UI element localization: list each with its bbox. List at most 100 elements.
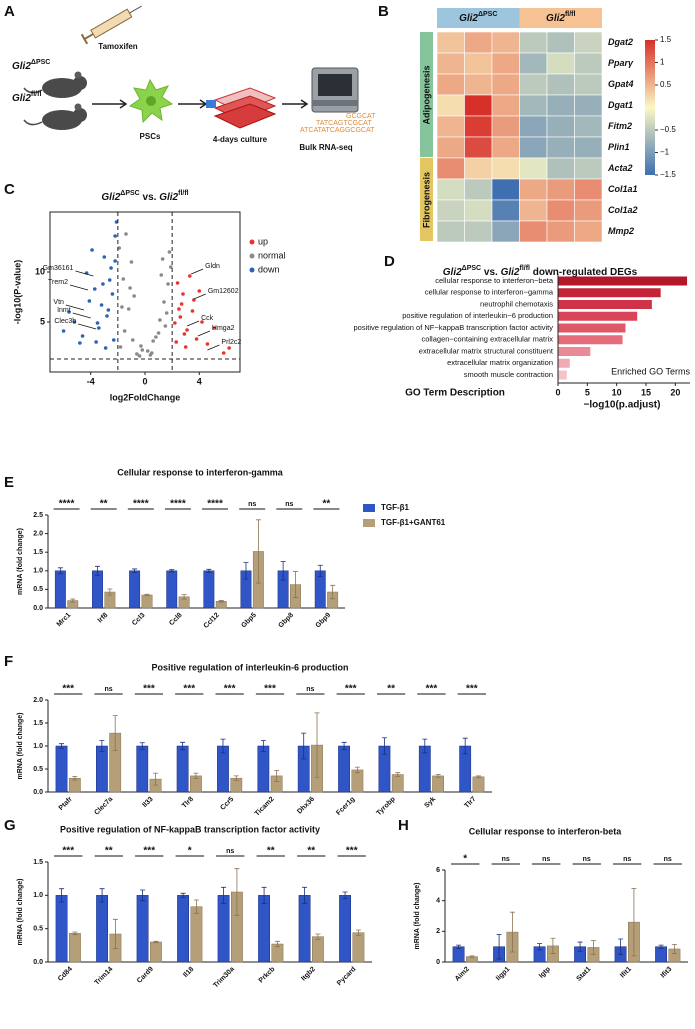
sequence-art: TATCAGTCGCAT (316, 120, 372, 127)
x-tick-label: Cd84 (57, 966, 74, 983)
heatmap-cell (574, 31, 603, 54)
x-tick-label: Ptafr (58, 796, 74, 812)
colorbar (645, 40, 655, 175)
significance-label: *** (345, 684, 357, 695)
mouse (23, 71, 87, 98)
point (92, 287, 97, 291)
point (183, 345, 188, 349)
point (162, 300, 166, 304)
significance-label: ns (623, 856, 631, 863)
significance-label: *** (62, 684, 74, 695)
x-tick-label: Tlr7 (464, 796, 478, 810)
significance-label: **** (133, 499, 149, 510)
point (94, 340, 98, 344)
error-bar (132, 568, 138, 574)
bar (136, 895, 149, 963)
annotation-leader (207, 344, 220, 351)
point (185, 328, 189, 332)
bar (558, 335, 623, 345)
error-bar (354, 766, 360, 774)
error-bar (342, 891, 348, 900)
error-bar (218, 600, 224, 603)
error-bar (341, 741, 347, 751)
x-tick-label: Ccl8 (168, 612, 183, 627)
column-group-label: Gli2ΔPSC (459, 11, 497, 23)
heatmap-cell (436, 157, 465, 180)
significance-label: ns (248, 501, 256, 508)
bar (298, 895, 311, 963)
heatmap-cell (436, 220, 465, 243)
x-tick-label: Mrc1 (56, 612, 73, 629)
point (129, 260, 134, 264)
bar (472, 776, 485, 793)
significance-label: *** (143, 846, 155, 857)
annotation-leader (65, 304, 85, 311)
annotation: Trem2 (48, 279, 68, 286)
category-label: smooth muscle contraction (464, 370, 553, 379)
y-axis-label: GO Term Description (405, 388, 505, 399)
point (87, 299, 92, 303)
annotation-leader (75, 270, 94, 277)
error-bar (355, 929, 361, 936)
row-label: Pparγ (608, 58, 634, 68)
point (159, 273, 164, 277)
x-tick-label: 0 (142, 376, 147, 386)
y-axis-label: mRNA (fold change) (17, 712, 24, 779)
point (140, 348, 145, 352)
significance-label: * (188, 846, 192, 857)
significance-label: ** (100, 499, 108, 510)
x-tick-label: Itgb2 (300, 966, 317, 983)
point (187, 274, 192, 278)
heatmap-cell (546, 157, 575, 180)
x-tick-label: Ccr5 (219, 796, 235, 812)
significance-label: *** (264, 684, 276, 695)
point (154, 335, 158, 339)
error-bar (233, 775, 239, 781)
point (139, 344, 143, 348)
point (111, 338, 116, 342)
error-bar (193, 899, 199, 914)
point (113, 259, 117, 263)
error-bar (302, 886, 308, 904)
point (106, 308, 111, 312)
point (200, 320, 204, 324)
error-bar (314, 712, 320, 778)
error-bar (153, 772, 159, 786)
heatmap-cell (491, 220, 520, 243)
point (221, 351, 226, 355)
chart-title: Gli2ΔPSC vs. Gli2fl/fl (101, 190, 188, 202)
error-bar (537, 943, 543, 951)
row-label: Col1a1 (608, 184, 638, 194)
point (179, 302, 184, 306)
point (130, 338, 135, 342)
significance-label: ** (267, 846, 275, 857)
mouse-body (42, 110, 82, 130)
heatmap-cell (436, 52, 465, 75)
significance-label: ** (307, 846, 315, 857)
error-bar (274, 769, 280, 782)
plunger (83, 33, 94, 40)
heatmap-cell (546, 220, 575, 243)
point (102, 255, 107, 259)
annotation: Inmt (57, 307, 71, 314)
row-group-bar (420, 158, 433, 241)
x-tick-label: Prkcb (258, 966, 277, 985)
y-tick-label: 4 (436, 898, 440, 905)
x-tick-label: Stat1 (575, 966, 592, 983)
x-tick-label: Ccl3 (131, 612, 146, 627)
point (61, 329, 66, 333)
heatmap-cell (574, 199, 603, 222)
heatmap-cell (519, 115, 548, 138)
annotation: Cck (201, 315, 214, 322)
sequence-art: ATCATATCAGGCGCAT (300, 127, 375, 134)
chart-title: Cellular response to interferon-gamma (117, 467, 284, 477)
heatmap-cell (519, 52, 548, 75)
chart-title: Positive regulation of interleukin-6 pro… (151, 662, 348, 672)
heatmap-cell (491, 136, 520, 159)
point (137, 354, 142, 358)
x-tick-label: Tlr8 (181, 796, 195, 810)
heatmap-cell (574, 157, 603, 180)
heatmap-cell (491, 73, 520, 96)
y-tick-label: 0.5 (33, 766, 43, 773)
